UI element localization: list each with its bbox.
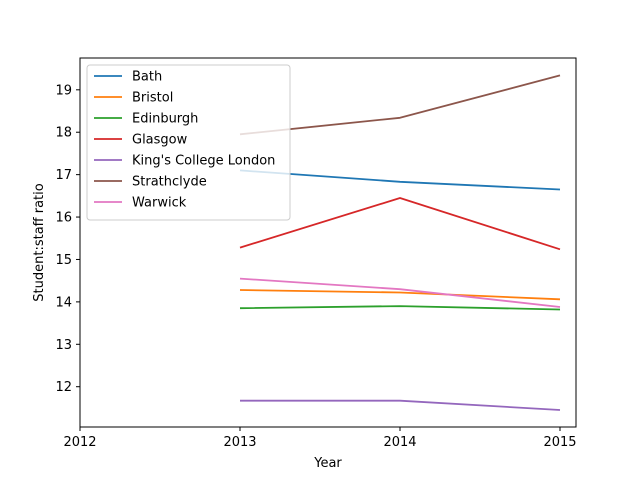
legend-label: Bath — [132, 70, 162, 85]
legend-label: Bristol — [132, 91, 173, 106]
y-tick-label: 15 — [55, 253, 72, 268]
series-line-5 — [239, 74, 561, 136]
y-tick-label: 17 — [55, 168, 72, 183]
x-tick-label: 2015 — [543, 435, 576, 450]
legend-label: Edinburgh — [132, 112, 198, 127]
y-tick-label: 16 — [55, 211, 72, 226]
x-tick-label: 2014 — [383, 435, 416, 450]
y-axis-label: Student:staff ratio — [32, 183, 47, 302]
legend-label: Warwick — [132, 196, 187, 211]
legend-label: Strathclyde — [132, 175, 207, 190]
series-line-3 — [239, 197, 561, 251]
series-line-4 — [240, 399, 561, 411]
legend-label: King's College London — [132, 154, 275, 169]
y-axis-ticks: 12 13 14 15 16 17 18 19 — [55, 83, 80, 395]
x-tick-label: 2012 — [63, 435, 96, 450]
legend-label: Glasgow — [132, 133, 188, 148]
y-tick-label: 19 — [55, 83, 72, 98]
y-tick-label: 12 — [55, 380, 72, 395]
series-line-2 — [239, 305, 561, 311]
legend: Bath Bristol Edinburgh Glasgow King's Colleg… — [86, 64, 291, 221]
x-tick-label: 2013 — [223, 435, 256, 450]
legend-box — [86, 64, 291, 221]
series-line-0 — [239, 169, 561, 191]
y-tick-label: 13 — [55, 338, 72, 353]
series-line-1 — [239, 289, 561, 301]
axes-frame — [79, 57, 577, 428]
x-axis-label: Year — [313, 456, 342, 471]
series-line-6 — [239, 277, 561, 308]
y-tick-label: 14 — [55, 295, 72, 310]
plot-lines — [239, 74, 561, 411]
x-axis-ticks: 2012 2013 2014 2015 — [63, 427, 577, 450]
y-tick-label: 18 — [55, 126, 72, 141]
